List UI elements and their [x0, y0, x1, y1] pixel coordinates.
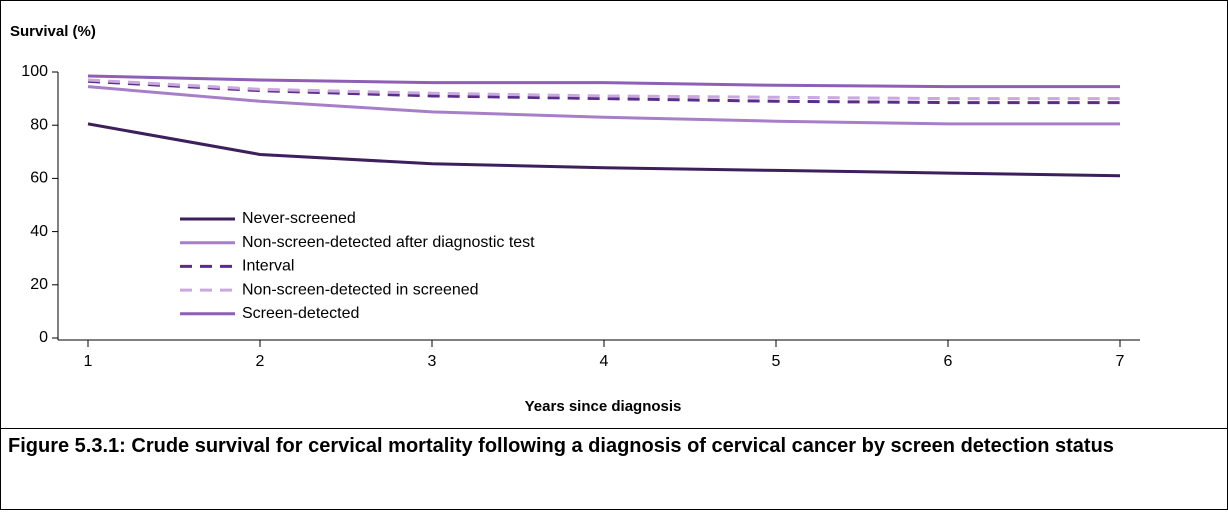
legend-label: Never-screened [242, 210, 356, 227]
y-tick-label: 100 [21, 63, 48, 80]
legend-label: Screen-detected [242, 305, 359, 322]
x-tick-label: 6 [944, 353, 953, 370]
series-line [87, 85, 1120, 126]
series-line [87, 74, 1120, 89]
legend-label: Interval [242, 258, 294, 275]
x-tick-label: 4 [600, 353, 609, 370]
series-line [87, 79, 1120, 105]
series-line [87, 78, 1120, 101]
x-tick-label: 1 [84, 353, 93, 370]
caption: Figure 5.3.1: Crude survival for cervica… [8, 435, 1114, 457]
x-tick-label: 7 [1116, 353, 1125, 370]
x-tick-label: 2 [256, 353, 265, 370]
caption-box: Figure 5.3.1: Crude survival for cervica… [8, 435, 1114, 457]
y-axis-label: Survival (%) [10, 23, 96, 40]
y-tick-label: 20 [30, 276, 48, 293]
series-line [87, 122, 1121, 178]
x-tick-label: 3 [428, 353, 437, 370]
legend-label: Non-screen-detected in screened [242, 281, 479, 298]
legend-label: Non-screen-detected after diagnostic tes… [242, 234, 535, 251]
y-tick-label: 60 [30, 170, 48, 187]
y-tick-label: 40 [30, 223, 48, 240]
x-tick-label: 5 [772, 353, 781, 370]
x-axis-label: Years since diagnosis [525, 398, 682, 415]
y-tick-label: 80 [30, 116, 48, 133]
y-tick-label: 0 [39, 329, 48, 346]
